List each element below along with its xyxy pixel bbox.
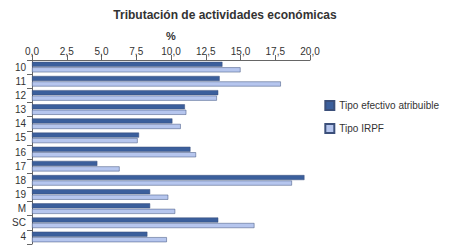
svg-text:11: 11: [16, 76, 27, 87]
svg-text:7,5: 7,5: [129, 46, 143, 57]
svg-text:16: 16: [15, 147, 27, 158]
svg-text:13: 13: [15, 104, 27, 115]
svg-text:4: 4: [20, 231, 26, 242]
svg-text:%: %: [166, 30, 176, 42]
svg-text:18: 18: [15, 175, 27, 186]
svg-text:Tipo IRPF: Tipo IRPF: [339, 123, 384, 134]
svg-text:12: 12: [15, 90, 27, 101]
svg-text:10,0: 10,0: [161, 46, 181, 57]
svg-text:20,0: 20,0: [300, 46, 320, 57]
svg-text:15: 15: [15, 132, 27, 143]
svg-text:14: 14: [15, 118, 27, 129]
svg-text:0,0: 0,0: [25, 46, 39, 57]
svg-text:Tributación de actividades eco: Tributación de actividades económicas: [113, 8, 337, 22]
svg-text:15,0: 15,0: [231, 46, 251, 57]
svg-text:5,0: 5,0: [95, 46, 109, 57]
svg-text:12,5: 12,5: [196, 46, 216, 57]
svg-text:Tipo efectivo atribuible: Tipo efectivo atribuible: [339, 100, 439, 111]
svg-text:M: M: [18, 203, 26, 214]
svg-text:10: 10: [15, 62, 27, 73]
svg-text:19: 19: [15, 189, 27, 200]
svg-text:17: 17: [15, 161, 27, 172]
svg-text:17,5: 17,5: [266, 46, 286, 57]
svg-text:SC: SC: [12, 217, 26, 228]
svg-text:2,5: 2,5: [60, 46, 74, 57]
